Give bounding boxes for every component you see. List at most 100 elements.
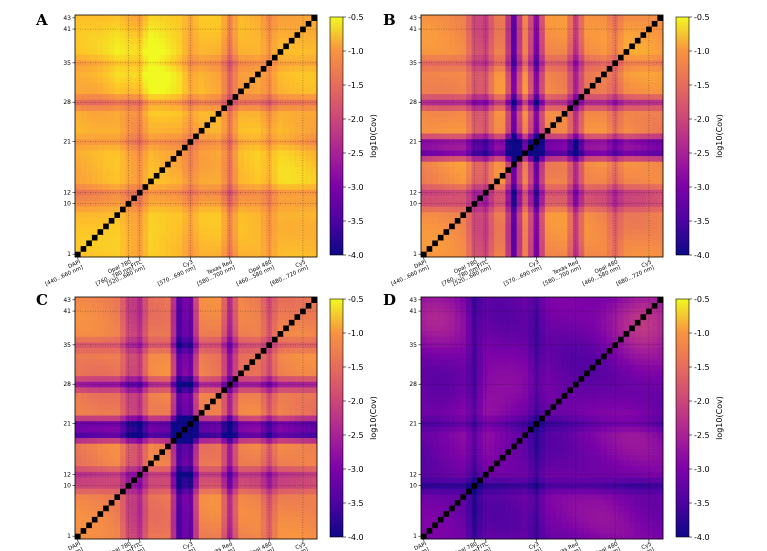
heatmap-cell — [91, 460, 98, 467]
heatmap-cell — [421, 206, 427, 213]
heatmap-cell — [311, 211, 318, 218]
heatmap-cell — [125, 161, 132, 168]
heatmap-cell — [271, 251, 278, 258]
heatmap-cell — [578, 223, 585, 230]
heatmap-cell — [153, 71, 160, 78]
heatmap-cell — [449, 20, 456, 27]
heatmap-cell — [432, 223, 439, 230]
heatmap-cell — [544, 71, 551, 78]
heatmap-cell — [142, 65, 149, 72]
heatmap-cell — [198, 20, 205, 27]
heatmap-cell — [142, 488, 149, 495]
heatmap-cell — [193, 71, 200, 78]
heatmap-cell — [159, 240, 166, 247]
heatmap-cell — [136, 144, 143, 151]
heatmap-cell — [471, 20, 478, 27]
y-tick-label: 43 — [63, 15, 71, 22]
heatmap-cell — [204, 493, 211, 500]
heatmap-cell — [238, 206, 245, 213]
heatmap-cell — [153, 420, 160, 427]
heatmap-cell — [505, 245, 512, 252]
heatmap-cell — [432, 155, 439, 162]
heatmap-cell — [584, 228, 591, 235]
heatmap-cell — [260, 223, 267, 230]
heatmap-cell — [505, 48, 512, 55]
heatmap-cell — [215, 178, 222, 185]
heatmap-cell — [432, 48, 439, 55]
heatmap-cell — [477, 133, 484, 140]
heatmap-cell — [477, 43, 484, 50]
heatmap-cell — [482, 155, 489, 162]
heatmap-cell — [243, 488, 250, 495]
heatmap-cell — [421, 48, 427, 55]
heatmap-cell — [148, 31, 155, 38]
heatmap-cell — [86, 121, 93, 128]
heatmap-cell — [311, 228, 318, 235]
heatmap-cell — [91, 505, 98, 512]
heatmap-cell — [494, 245, 501, 252]
heatmap-cell — [601, 127, 608, 134]
heatmap-cell — [86, 426, 93, 433]
heatmap-cell — [629, 116, 636, 123]
heatmap-cell — [629, 99, 636, 106]
heatmap-cell — [193, 144, 200, 151]
diagonal-cell — [460, 211, 467, 218]
heatmap-cell — [210, 432, 217, 439]
heatmap-cell — [443, 240, 450, 247]
heatmap-cell — [232, 415, 239, 422]
heatmap-cell — [226, 43, 233, 50]
heatmap-cell — [238, 437, 245, 444]
heatmap-cell — [142, 448, 149, 455]
heatmap-cell — [221, 234, 228, 241]
heatmap-cell — [210, 20, 217, 27]
heatmap-cell — [589, 76, 596, 83]
heatmap-cell — [271, 150, 278, 157]
heatmap-cell — [640, 82, 647, 89]
heatmap-cell — [136, 211, 143, 218]
heatmap-cell — [148, 65, 155, 72]
heatmap-cell — [488, 223, 495, 230]
diagonal-cell — [114, 493, 121, 500]
heatmap-cell — [449, 48, 456, 55]
heatmap-cell — [108, 189, 115, 196]
heatmap-cell — [187, 505, 194, 512]
heatmap-cell — [421, 178, 427, 185]
heatmap-cell — [266, 443, 273, 450]
heatmap-cell — [640, 251, 647, 258]
heatmap-cell — [494, 144, 501, 151]
heatmap-cell — [527, 93, 534, 100]
heatmap-cell — [193, 448, 200, 455]
heatmap-cell — [454, 245, 461, 252]
heatmap-cell — [114, 471, 121, 478]
heatmap-cell — [103, 200, 110, 207]
heatmap-cell — [533, 133, 540, 140]
heatmap-cell — [499, 54, 506, 61]
heatmap-cell — [243, 200, 250, 207]
heatmap-cell — [305, 206, 312, 213]
heatmap-cell — [86, 116, 93, 123]
heatmap-cell — [91, 527, 98, 534]
heatmap-cell — [221, 409, 228, 416]
heatmap-cell — [623, 127, 630, 134]
heatmap-cell — [249, 403, 256, 410]
heatmap-cell — [505, 206, 512, 213]
heatmap-cell — [567, 133, 574, 140]
heatmap-cell — [283, 443, 290, 450]
heatmap-cell — [232, 88, 239, 95]
heatmap-cell — [170, 116, 177, 123]
heatmap-cell — [159, 516, 166, 523]
heatmap-cell — [255, 217, 262, 224]
heatmap-cell — [232, 443, 239, 450]
heatmap-cell — [226, 482, 233, 489]
heatmap-cell — [131, 234, 138, 241]
heatmap-cell — [283, 432, 290, 439]
heatmap-cell — [311, 183, 318, 190]
heatmap-cell — [471, 116, 478, 123]
heatmap-cell — [477, 76, 484, 83]
y-tick-label: 12 — [409, 189, 417, 196]
heatmap-cell — [198, 522, 205, 529]
heatmap-cell — [277, 505, 284, 512]
heatmap-cell — [120, 234, 126, 241]
diagonal-cell — [232, 93, 239, 100]
heatmap-cell — [595, 88, 602, 95]
